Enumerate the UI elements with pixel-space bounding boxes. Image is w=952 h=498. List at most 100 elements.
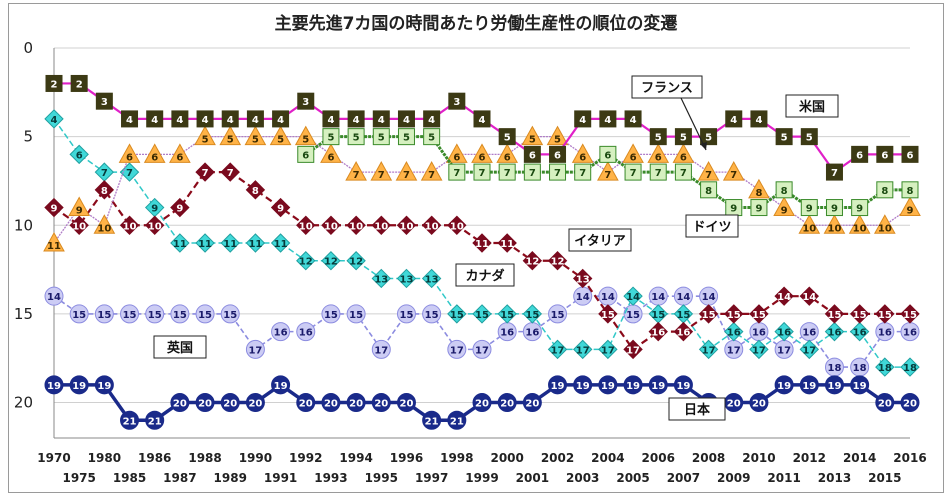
annotation-text: 英国 bbox=[166, 340, 193, 356]
data-label: 15 bbox=[525, 310, 539, 321]
data-point-marker bbox=[68, 196, 91, 217]
data-point-marker bbox=[270, 197, 291, 218]
series-フランス: 11 9 10 6 6 6 5 5 5 5 5 6 7 7 7 7 6 6 6 5 5 6 7 6 6 6 7 7 8 9 10 10 10 10… bbox=[43, 125, 921, 252]
data-point-marker bbox=[496, 143, 519, 163]
data-label: 6 bbox=[630, 152, 637, 163]
data-label: 8 bbox=[755, 188, 762, 199]
data-point-marker bbox=[69, 304, 89, 324]
data-label: 11 bbox=[248, 239, 262, 250]
data-point-marker bbox=[271, 375, 291, 395]
data-label: 12 bbox=[349, 257, 363, 268]
data-point-marker bbox=[171, 110, 189, 128]
data-label: 18 bbox=[903, 363, 917, 374]
data-label: 16 bbox=[525, 328, 539, 339]
data-label: 16 bbox=[903, 328, 917, 339]
data-label: 17 bbox=[450, 345, 464, 356]
data-label: 15 bbox=[601, 310, 615, 321]
data-point-marker bbox=[94, 304, 114, 324]
x-tick-label: 2000 bbox=[490, 451, 523, 465]
data-label: 4 bbox=[579, 115, 586, 126]
data-label: 19 bbox=[853, 381, 867, 392]
data-point-marker bbox=[473, 110, 491, 128]
data-point-marker bbox=[549, 163, 567, 181]
data-point-marker bbox=[472, 304, 492, 324]
annotation-box bbox=[685, 214, 739, 238]
data-point-marker bbox=[598, 304, 618, 324]
data-point-marker bbox=[244, 125, 267, 146]
data-label: 7 bbox=[428, 170, 435, 181]
data-label: 2 bbox=[51, 79, 58, 90]
data-label: 2 bbox=[76, 79, 83, 90]
data-point-marker bbox=[447, 339, 467, 359]
data-point-marker bbox=[445, 143, 468, 163]
data-label: 7 bbox=[479, 168, 486, 179]
data-label: 15 bbox=[752, 310, 766, 321]
data-point-marker bbox=[800, 128, 818, 146]
data-point-marker bbox=[169, 143, 191, 163]
data-label: 13 bbox=[374, 274, 388, 285]
data-point-marker bbox=[798, 214, 821, 234]
data-point-marker bbox=[498, 163, 516, 181]
data-label: 10 bbox=[97, 223, 111, 234]
annotation-日本: 日本 bbox=[668, 397, 726, 421]
data-point-marker bbox=[69, 215, 89, 235]
series-ドイツ: 6 5 5 5 5 5 7 7 7 7 7 7 6 7 7 7 8 9 9 8 9 9 9 8 8 bbox=[297, 128, 919, 217]
data-label: 4 bbox=[755, 115, 762, 126]
data-label: 14 bbox=[576, 292, 590, 303]
data-label: 4 bbox=[51, 115, 58, 126]
data-label: 19 bbox=[828, 381, 842, 392]
data-label: 17 bbox=[475, 345, 489, 356]
data-point-marker bbox=[321, 393, 341, 413]
data-label: 7 bbox=[554, 168, 561, 179]
data-point-marker bbox=[93, 214, 116, 234]
data-point-marker bbox=[220, 304, 240, 324]
data-point-marker bbox=[118, 143, 141, 163]
data-label: 13 bbox=[576, 274, 590, 285]
data-label: 10 bbox=[425, 221, 439, 232]
data-label: 6 bbox=[176, 152, 183, 163]
data-point-marker bbox=[423, 110, 441, 128]
data-label: 15 bbox=[828, 310, 842, 321]
data-point-marker bbox=[522, 304, 543, 324]
data-point-marker bbox=[321, 251, 341, 271]
data-label: 12 bbox=[324, 257, 338, 268]
data-point-marker bbox=[597, 161, 619, 181]
data-point-marker bbox=[549, 145, 567, 163]
data-point-marker bbox=[347, 110, 365, 128]
data-label: 4 bbox=[353, 115, 360, 126]
data-label: 13 bbox=[425, 274, 439, 285]
data-point-marker bbox=[346, 215, 366, 235]
data-label: 15 bbox=[148, 310, 162, 321]
data-point-marker bbox=[700, 181, 718, 199]
data-label: 4 bbox=[730, 115, 737, 126]
data-point-marker bbox=[522, 251, 543, 271]
data-label: 10 bbox=[450, 221, 464, 232]
data-label: 7 bbox=[655, 168, 662, 179]
data-label: 20 bbox=[500, 399, 514, 410]
annotation-米国: 米国 bbox=[785, 94, 839, 118]
chart-frame bbox=[8, 3, 944, 493]
data-label: 10 bbox=[72, 221, 86, 232]
data-point-marker bbox=[297, 145, 315, 163]
data-label: 15 bbox=[324, 310, 338, 321]
data-label: 19 bbox=[626, 381, 640, 392]
data-label: 6 bbox=[504, 152, 511, 163]
data-point-marker bbox=[648, 321, 668, 342]
data-label: 5 bbox=[504, 133, 511, 144]
data-label: 5 bbox=[252, 135, 259, 146]
data-point-marker bbox=[220, 233, 240, 253]
data-label: 17 bbox=[752, 345, 766, 356]
data-point-marker bbox=[700, 128, 718, 146]
data-point-marker bbox=[397, 110, 415, 128]
data-point-marker bbox=[599, 145, 617, 163]
data-point-marker bbox=[146, 110, 164, 128]
series-line bbox=[53, 170, 910, 351]
data-point-marker bbox=[194, 125, 216, 146]
data-label: 7 bbox=[579, 168, 586, 179]
data-point-marker bbox=[396, 268, 417, 289]
data-label: 11 bbox=[198, 239, 212, 250]
data-label: 20 bbox=[878, 399, 892, 410]
data-label: 9 bbox=[76, 206, 83, 217]
data-point-marker bbox=[322, 128, 340, 146]
